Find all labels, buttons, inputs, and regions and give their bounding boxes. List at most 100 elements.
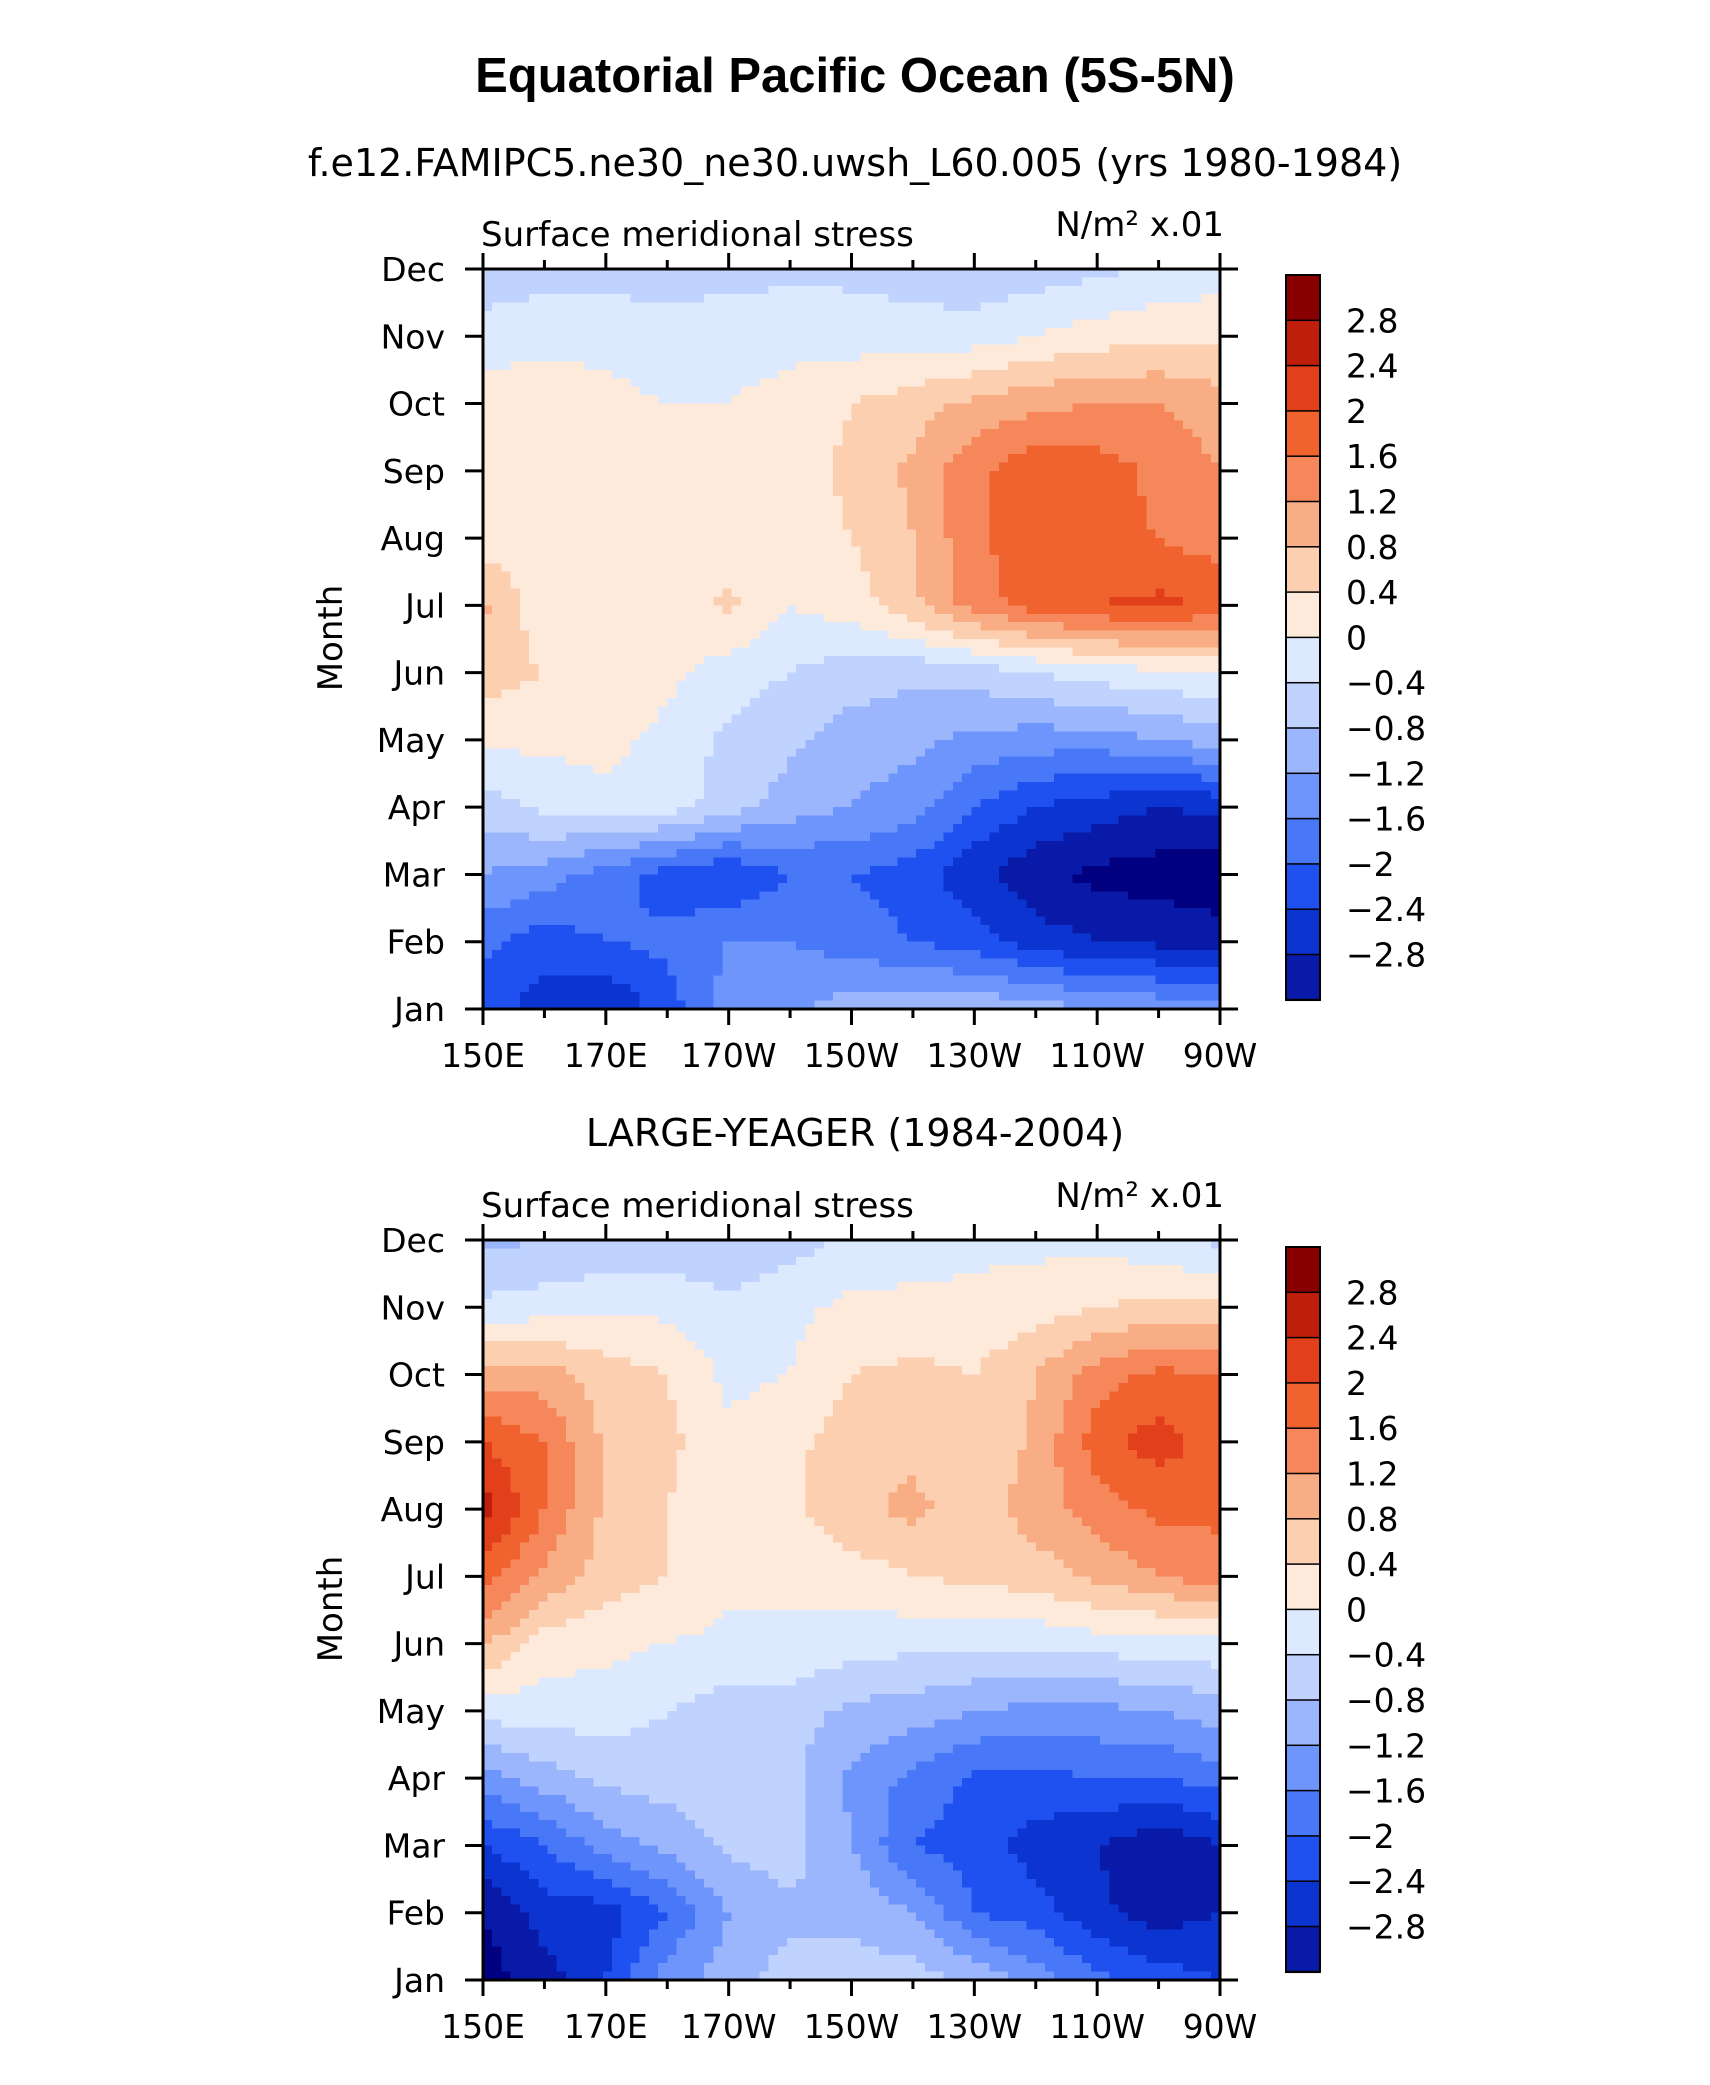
contour-cell [989, 538, 1000, 548]
contour-cell [943, 563, 954, 573]
contour-cell [814, 706, 825, 716]
contour-cell [1192, 361, 1203, 371]
contour-cell [704, 344, 714, 354]
contour-cell [685, 554, 696, 564]
contour-cell [934, 622, 945, 632]
contour-cell [602, 630, 613, 640]
contour-cell [1164, 487, 1175, 497]
contour-cell [1063, 639, 1074, 649]
contour-cell [805, 546, 816, 556]
contour-cell [860, 723, 871, 733]
contour-cell [648, 327, 659, 337]
contour-cell [667, 361, 678, 371]
contour-cell [925, 647, 936, 657]
contour-cell [869, 613, 880, 623]
contour-cell [621, 773, 631, 783]
contour-cell [602, 664, 613, 674]
contour-cell [1072, 546, 1083, 556]
contour-cell [713, 294, 724, 304]
contour-cell [639, 781, 650, 791]
contour-cell [943, 571, 954, 581]
contour-cell [593, 504, 604, 514]
contour-cell [740, 428, 751, 438]
contour-cell [658, 706, 668, 716]
contour-cell [501, 369, 512, 379]
contour-cell [796, 361, 807, 371]
contour-cell [1210, 580, 1221, 590]
contour-cell [584, 756, 595, 766]
contour-cell [1017, 588, 1028, 598]
contour-cell [989, 294, 1000, 304]
contour-cell [538, 756, 549, 766]
contour-cell [1072, 403, 1083, 413]
contour-cell [556, 689, 567, 699]
contour-cell [1054, 538, 1064, 548]
contour-cell [759, 714, 770, 724]
contour-cell [814, 496, 825, 506]
contour-cell [768, 681, 779, 691]
contour-cell [1100, 546, 1111, 556]
contour-cell [915, 538, 926, 548]
contour-cell [1026, 714, 1037, 724]
contour-cell [722, 756, 733, 766]
contour-cell [1072, 773, 1083, 783]
contour-cell [519, 319, 530, 329]
contour-cell [1109, 672, 1120, 682]
contour-cell [860, 538, 871, 548]
contour-cell [823, 596, 834, 606]
contour-cell [685, 664, 696, 674]
contour-cell [842, 395, 853, 405]
contour-cell [704, 353, 714, 363]
contour-cell [1063, 714, 1074, 724]
contour-cell [1127, 395, 1138, 405]
contour-cell [998, 403, 1009, 413]
contour-cell [602, 588, 613, 598]
contour-cell [1054, 647, 1064, 657]
contour-cell [888, 529, 899, 539]
contour-cell [980, 445, 991, 455]
contour-cell [906, 386, 917, 396]
contour-cell [980, 664, 991, 674]
contour-cell [842, 639, 853, 649]
contour-cell [694, 756, 705, 766]
contour-cell [805, 420, 816, 430]
contour-cell [639, 311, 650, 321]
contour-cell [851, 739, 862, 749]
contour-cell [1146, 554, 1157, 564]
contour-cell [888, 386, 899, 396]
contour-cell [1173, 294, 1184, 304]
contour-cell [787, 369, 797, 379]
contour-cell [584, 470, 595, 480]
contour-cell [1026, 622, 1037, 632]
contour-cell [1017, 546, 1028, 556]
contour-cell [694, 563, 705, 573]
contour-cell [915, 596, 926, 606]
contour-cell [676, 445, 687, 455]
contour-cell [823, 622, 834, 632]
contour-cell [777, 395, 788, 405]
contour-cell [879, 411, 889, 421]
contour-cell [1109, 529, 1120, 539]
contour-cell [722, 462, 733, 472]
contour-cell [998, 302, 1009, 312]
contour-cell [1091, 487, 1101, 497]
contour-cell [556, 781, 567, 791]
contour-cell [1192, 697, 1203, 707]
contour-cell [658, 327, 668, 337]
contour-cell [740, 639, 751, 649]
contour-cell [980, 538, 991, 548]
contour-cell [593, 689, 604, 699]
contour-cell [1091, 580, 1101, 590]
contour-cell [1100, 353, 1111, 363]
contour-cell [510, 487, 521, 497]
contour-cell [842, 723, 853, 733]
contour-cell [685, 672, 696, 682]
contour-cell [639, 563, 650, 573]
contour-cell [906, 479, 917, 489]
contour-cell [1137, 781, 1147, 791]
contour-cell [602, 479, 613, 489]
contour-cell [1109, 605, 1120, 615]
contour-cell [989, 529, 1000, 539]
contour-cell [1155, 428, 1166, 438]
contour-cell [1183, 311, 1193, 321]
